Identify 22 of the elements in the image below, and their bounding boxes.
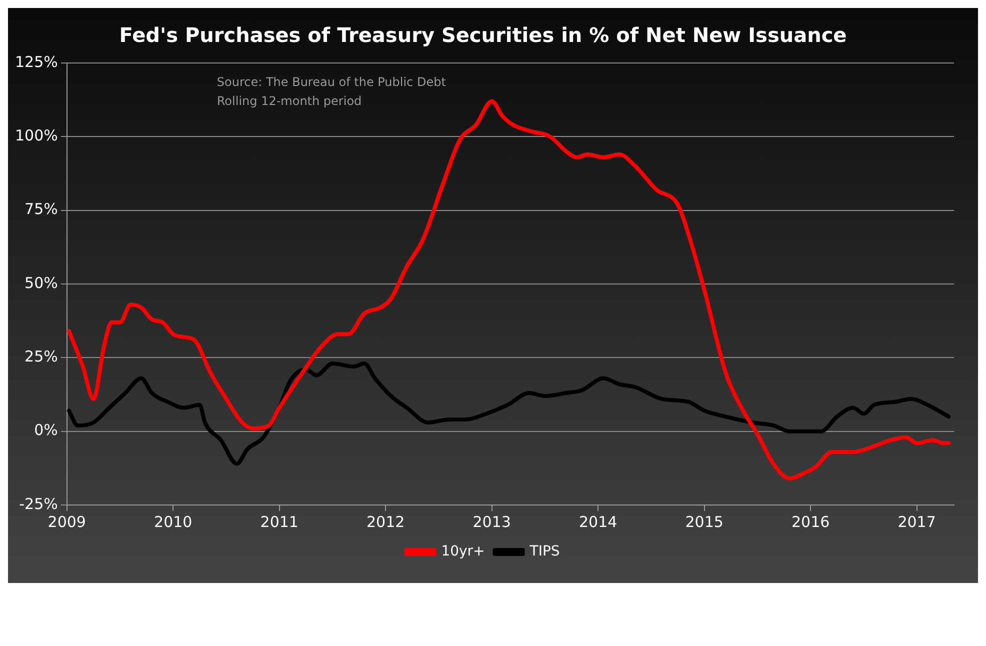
x-tick-label: 2014	[578, 512, 618, 531]
y-tick-label: -25%	[19, 494, 58, 513]
x-tick-label: 2015	[685, 512, 724, 531]
y-tick-label: 100%	[14, 126, 58, 145]
x-tick-label: 2009	[48, 512, 86, 531]
legend-label: TIPS	[528, 544, 560, 560]
y-tick-label: 50%	[24, 274, 58, 292]
line-series	[67, 362, 951, 466]
x-tick-label: 2013	[472, 512, 511, 531]
y-tick-label: 125%	[14, 52, 58, 71]
annotation: Source: The Bureau of the Public Debt	[216, 75, 446, 90]
legend-label: 10yr+	[441, 544, 485, 560]
chart-title: Fed's Purchases of Treasury Securities in % of Net New Issuance	[119, 23, 847, 48]
x-tick-label: 2010	[154, 512, 192, 531]
x-tick-label: 2017	[898, 512, 936, 531]
x-tick-label: 2011	[260, 512, 298, 531]
y-tick-label: 75%	[24, 200, 58, 218]
x-tick-label: 2016	[791, 512, 830, 531]
y-tick-label: 25%	[24, 348, 58, 366]
y-tick-label: 0%	[34, 421, 58, 440]
x-tick-label: 2012	[366, 512, 405, 531]
annotation: Rolling 12-month period	[216, 94, 362, 108]
